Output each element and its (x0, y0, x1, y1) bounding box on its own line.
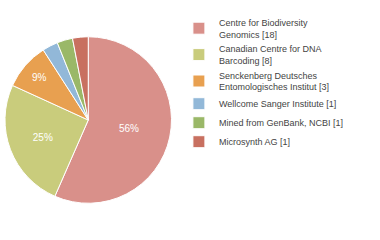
svg-text:Centre for BiodiversityGenomic: Centre for BiodiversityGenomics [18] (219, 18, 308, 40)
svg-text:Mined from GenBank, NCBI [1]: Mined from GenBank, NCBI [1] (219, 118, 343, 128)
svg-text:Canadian Centre for DNABarcodi: Canadian Centre for DNABarcoding [8] (219, 44, 322, 66)
svg-text:9%: 9% (32, 72, 47, 83)
svg-text:Microsynth AG [1]: Microsynth AG [1] (219, 137, 290, 147)
svg-text:56%: 56% (119, 123, 139, 134)
svg-text:Senckenberg DeutschesEntomolog: Senckenberg DeutschesEntomologisches Ins… (219, 71, 329, 93)
svg-text:25%: 25% (33, 132, 53, 143)
svg-text:Wellcome Sanger Institute [1]: Wellcome Sanger Institute [1] (219, 99, 336, 109)
